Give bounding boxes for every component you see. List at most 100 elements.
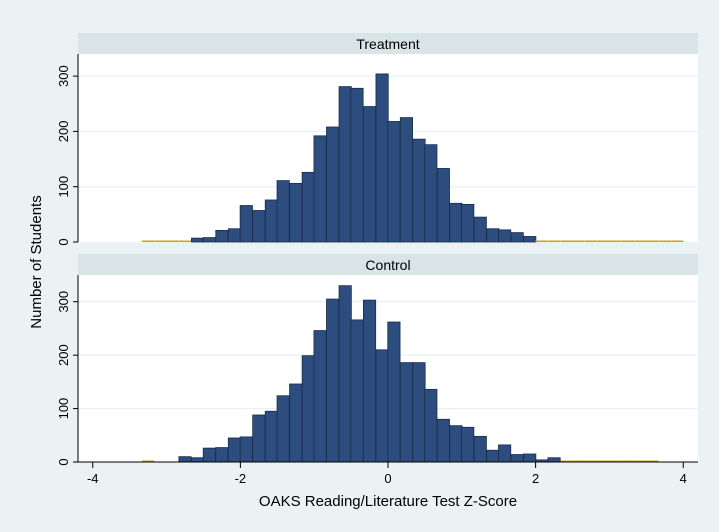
histogram-bar bbox=[154, 240, 167, 242]
y-tick-label: 100 bbox=[56, 398, 71, 420]
histogram-bar bbox=[547, 240, 561, 242]
histogram-bar bbox=[572, 460, 585, 462]
histogram-bar bbox=[424, 144, 438, 243]
histogram-bar bbox=[449, 202, 463, 243]
histogram-bar bbox=[350, 319, 364, 463]
histogram-bar bbox=[276, 395, 290, 463]
histogram-bar bbox=[338, 285, 352, 463]
histogram-bar bbox=[412, 362, 426, 463]
histogram-bar bbox=[227, 228, 242, 243]
x-axis-label: OAKS Reading/Literature Test Z-Score bbox=[259, 493, 517, 510]
histogram-bar bbox=[289, 383, 303, 463]
x-tick-label: 0 bbox=[384, 471, 391, 486]
histogram-bar bbox=[252, 210, 266, 243]
histogram-bar bbox=[609, 240, 622, 242]
histogram-bar bbox=[584, 240, 598, 242]
histogram-bar bbox=[634, 460, 647, 462]
histogram-bar bbox=[486, 449, 500, 463]
histogram-bar bbox=[141, 240, 155, 242]
histogram-bar bbox=[239, 436, 253, 463]
histogram-bar bbox=[362, 299, 377, 463]
histogram-bar bbox=[572, 240, 585, 242]
histogram-bar bbox=[671, 240, 684, 242]
panel-control: Control 0 100 200 300 bbox=[56, 254, 698, 466]
histogram-bar bbox=[387, 121, 401, 243]
histogram-bar bbox=[375, 349, 389, 463]
histogram-bar bbox=[362, 106, 377, 243]
x-tick-label: 2 bbox=[532, 471, 539, 486]
histogram-bar bbox=[399, 362, 414, 463]
panel-strip bbox=[78, 254, 698, 275]
histogram-bar bbox=[166, 240, 179, 242]
histogram-bar bbox=[584, 460, 598, 462]
histogram-bar bbox=[634, 240, 647, 242]
y-tick-label: 0 bbox=[56, 458, 71, 465]
histogram-bar bbox=[191, 237, 205, 243]
histogram-bar bbox=[350, 87, 364, 243]
histogram-bar bbox=[301, 355, 315, 463]
bars bbox=[141, 73, 684, 243]
histogram-bar bbox=[473, 435, 487, 463]
histogram-bar bbox=[597, 460, 610, 462]
histogram-bar bbox=[523, 453, 537, 463]
histogram-bar bbox=[449, 425, 463, 463]
x-tick-label: -4 bbox=[87, 471, 99, 486]
x-tick-label: -2 bbox=[235, 471, 247, 486]
histogram-bar bbox=[436, 418, 450, 463]
histogram-bar bbox=[276, 180, 290, 243]
histogram-bar bbox=[326, 126, 340, 243]
histogram-bar bbox=[326, 298, 340, 463]
x-axis: -4 -2 0 2 4 bbox=[78, 461, 698, 486]
y-tick-label: 300 bbox=[56, 291, 71, 313]
histogram-bar bbox=[141, 460, 155, 462]
x-tick-label: 4 bbox=[680, 471, 687, 486]
histogram-bar bbox=[436, 168, 450, 243]
y-axis: 0 100 200 300 bbox=[56, 54, 79, 246]
histogram-bar bbox=[658, 240, 671, 242]
histogram-bar bbox=[560, 240, 573, 242]
histogram-bar bbox=[646, 460, 659, 462]
histogram-bar bbox=[609, 460, 622, 462]
histogram-bar bbox=[535, 240, 548, 242]
histogram-bar bbox=[387, 321, 401, 463]
y-tick-label: 200 bbox=[56, 344, 71, 366]
histogram-bar bbox=[461, 426, 475, 463]
histogram-bar bbox=[215, 229, 229, 243]
y-tick-label: 100 bbox=[56, 176, 71, 198]
histogram-bar bbox=[621, 460, 635, 462]
histogram-bar bbox=[461, 203, 475, 243]
panel-strip bbox=[78, 33, 698, 54]
histogram-bar bbox=[547, 457, 561, 463]
histogram-bar bbox=[498, 229, 512, 243]
y-axis: 0 100 200 300 bbox=[56, 275, 79, 466]
histogram-bar bbox=[264, 199, 278, 243]
histogram-bar bbox=[510, 454, 524, 463]
histogram-bar bbox=[473, 216, 487, 243]
histogram-bar bbox=[399, 117, 414, 243]
histogram-bar bbox=[597, 240, 610, 242]
histogram-bar bbox=[523, 236, 537, 243]
histogram-bar bbox=[338, 86, 352, 243]
histogram-bar bbox=[202, 237, 216, 243]
histogram-bar bbox=[289, 182, 303, 243]
histogram-bar bbox=[191, 457, 205, 463]
panel-title: Treatment bbox=[356, 36, 419, 52]
histogram-bar bbox=[498, 444, 512, 463]
y-tick-label: 0 bbox=[56, 238, 71, 245]
y-tick-label: 200 bbox=[56, 121, 71, 143]
histogram-bar bbox=[301, 171, 315, 243]
histogram-bar bbox=[621, 240, 635, 242]
histogram-bar bbox=[646, 240, 659, 242]
y-axis-label: Number of Students bbox=[28, 195, 45, 328]
histogram-bar bbox=[178, 456, 192, 463]
histogram-bar bbox=[486, 228, 500, 243]
histogram-bar bbox=[215, 447, 229, 463]
y-tick-label: 300 bbox=[56, 65, 71, 87]
histogram-bar bbox=[313, 330, 327, 463]
histogram-bar bbox=[424, 388, 438, 463]
histogram-bar bbox=[178, 240, 192, 242]
histogram-bar bbox=[412, 138, 426, 243]
histogram-bar bbox=[313, 135, 327, 243]
